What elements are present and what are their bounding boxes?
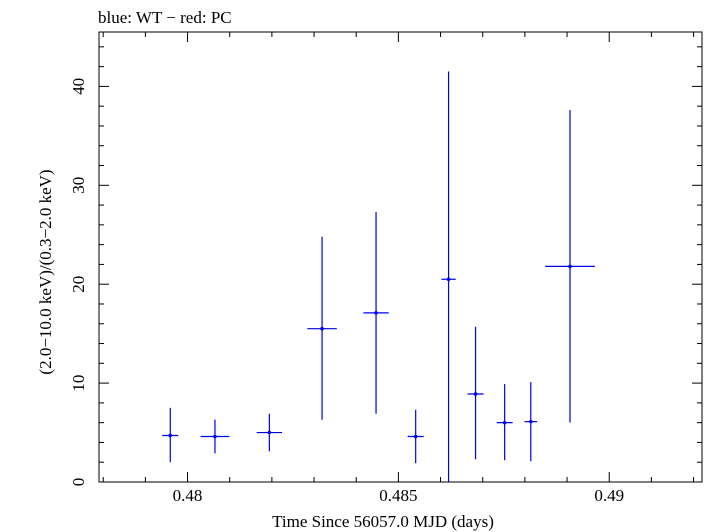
data-point xyxy=(545,110,595,423)
plot-frame xyxy=(98,31,703,483)
data-point xyxy=(441,71,456,482)
y-tick-label: 30 xyxy=(69,177,88,194)
data-point xyxy=(256,413,283,452)
point-marker xyxy=(446,277,451,282)
x-tick-label: 0.48 xyxy=(173,486,203,505)
point-marker xyxy=(168,433,173,438)
point-marker xyxy=(374,311,378,315)
point-marker xyxy=(413,434,418,439)
point-marker xyxy=(473,392,478,396)
data-point xyxy=(200,419,230,454)
y-tick-label: 20 xyxy=(69,276,88,293)
axes: 0.48 0.485 0.49 0 10 20 30 40 xyxy=(69,32,702,505)
data-point xyxy=(162,407,179,463)
y-tick-label: 10 xyxy=(69,375,88,392)
data-point xyxy=(467,326,484,460)
point-marker xyxy=(267,430,272,435)
point-marker xyxy=(568,264,572,269)
point-marker xyxy=(213,434,217,439)
point-marker xyxy=(320,326,324,331)
x-tick-label: 0.485 xyxy=(379,486,417,505)
data-point xyxy=(407,409,424,464)
chart-title: blue: WT − red: PC xyxy=(98,8,232,27)
data-point xyxy=(363,212,389,414)
data-point xyxy=(307,236,337,420)
y-tick-label: 0 xyxy=(69,478,88,487)
point-marker xyxy=(528,419,533,424)
point-marker xyxy=(502,420,507,425)
y-tick-label: 40 xyxy=(69,78,88,95)
y-axis-label: (2.0−10.0 keV)/(0.3−2.0 keV) xyxy=(36,169,55,374)
data-point xyxy=(524,382,538,462)
data-marks xyxy=(162,71,595,482)
x-tick-label: 0.49 xyxy=(594,486,624,505)
x-axis-label: Time Since 56057.0 MJD (days) xyxy=(272,512,494,531)
data-point xyxy=(496,384,513,461)
